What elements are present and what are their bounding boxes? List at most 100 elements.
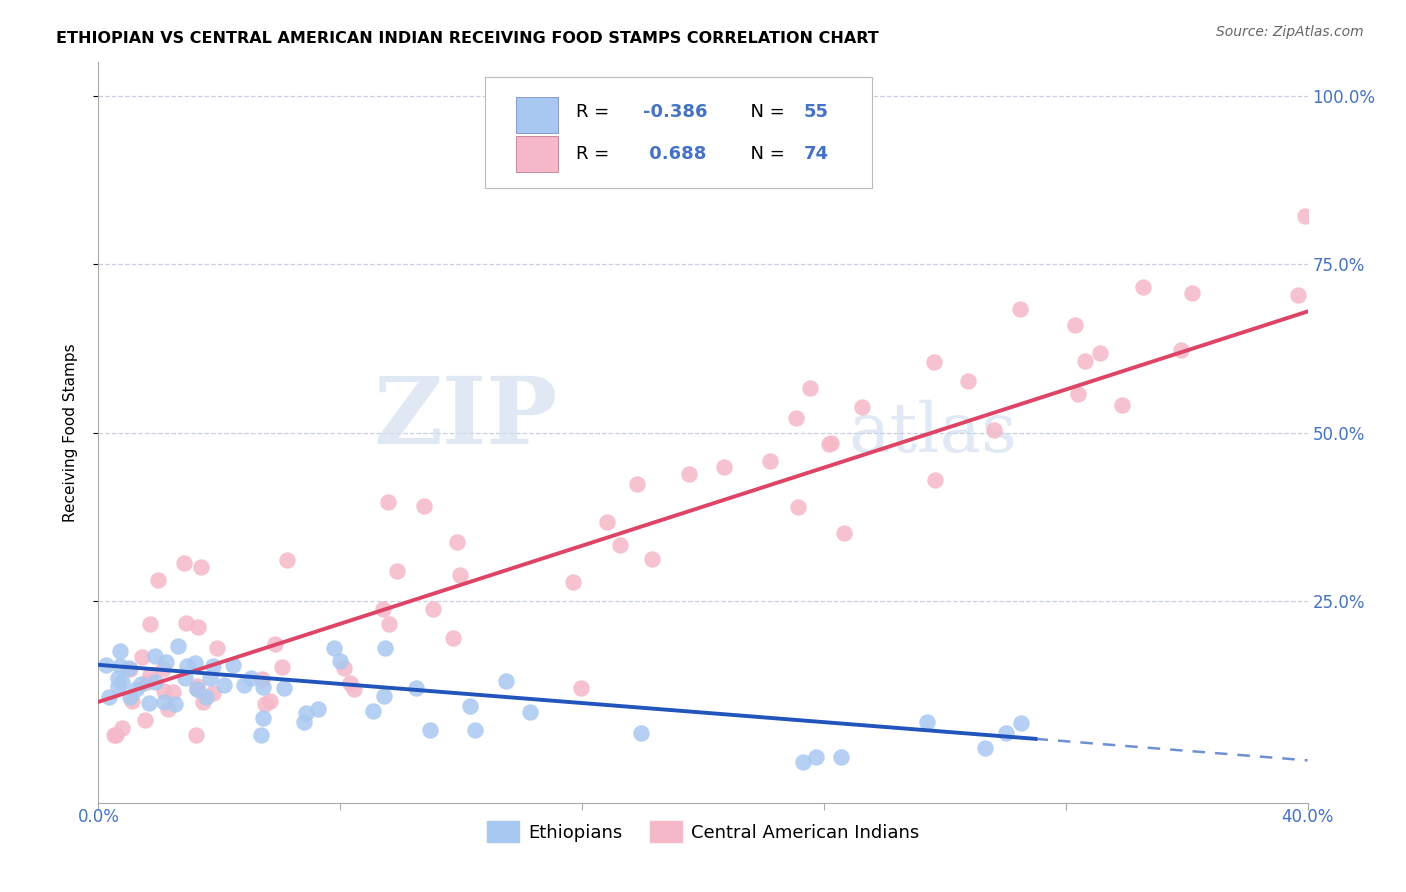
Point xyxy=(343,682,366,697)
Point xyxy=(138,696,160,710)
Point xyxy=(922,355,945,369)
Point xyxy=(129,677,152,691)
Point xyxy=(186,682,208,697)
Point xyxy=(641,552,664,566)
Point xyxy=(259,694,281,708)
Point xyxy=(446,534,468,549)
Text: N =: N = xyxy=(740,145,790,163)
Point xyxy=(252,681,274,695)
Text: R =: R = xyxy=(576,103,614,121)
Point xyxy=(1294,209,1316,223)
Text: 0.0%: 0.0% xyxy=(77,808,120,826)
Point xyxy=(983,423,1005,437)
Point xyxy=(713,459,735,474)
Point xyxy=(832,525,855,540)
Bar xyxy=(516,97,558,133)
Point xyxy=(915,715,938,730)
Point xyxy=(818,437,841,451)
Point xyxy=(190,559,212,574)
Point xyxy=(134,713,156,727)
Point xyxy=(276,553,298,567)
Point xyxy=(377,494,399,508)
Point xyxy=(292,714,315,729)
Point xyxy=(249,728,271,742)
Point xyxy=(609,538,631,552)
Point xyxy=(361,704,384,718)
Point xyxy=(1180,285,1202,300)
Point xyxy=(830,750,852,764)
Point xyxy=(333,661,356,675)
Point xyxy=(108,644,131,658)
Point xyxy=(422,602,444,616)
Point xyxy=(626,476,648,491)
Point xyxy=(1286,288,1309,302)
Point xyxy=(222,657,245,672)
Point xyxy=(155,655,177,669)
Point xyxy=(273,681,295,695)
Point xyxy=(107,679,129,693)
Point xyxy=(176,659,198,673)
Point xyxy=(131,650,153,665)
Point xyxy=(799,381,821,395)
Point xyxy=(630,726,652,740)
Point xyxy=(183,656,205,670)
Point xyxy=(820,436,842,450)
Point xyxy=(139,617,162,632)
Point xyxy=(111,675,134,690)
Point xyxy=(995,725,1018,739)
Point xyxy=(263,637,285,651)
Text: -0.386: -0.386 xyxy=(643,103,707,121)
Point xyxy=(143,675,166,690)
Point xyxy=(1010,715,1032,730)
Point xyxy=(322,641,344,656)
Point xyxy=(374,641,396,656)
Point xyxy=(561,574,583,589)
Point xyxy=(125,681,148,696)
Point xyxy=(153,695,176,709)
Point xyxy=(202,659,225,673)
Text: 0.688: 0.688 xyxy=(643,145,706,163)
Point xyxy=(148,573,170,587)
FancyBboxPatch shape xyxy=(485,78,872,188)
Point xyxy=(413,500,436,514)
Text: 40.0%: 40.0% xyxy=(1281,808,1334,826)
Point xyxy=(186,681,208,696)
Point xyxy=(118,662,141,676)
Point xyxy=(1010,301,1032,316)
Point xyxy=(186,679,208,693)
Point xyxy=(464,723,486,737)
Point xyxy=(207,640,229,655)
Point xyxy=(851,400,873,414)
Text: 55: 55 xyxy=(803,103,828,121)
Point xyxy=(139,668,162,682)
Point xyxy=(143,648,166,663)
Point xyxy=(419,723,441,738)
Point xyxy=(1170,343,1192,358)
Point xyxy=(194,690,217,704)
Text: 74: 74 xyxy=(803,145,828,163)
Point xyxy=(806,750,828,764)
Point xyxy=(569,681,592,695)
Text: N =: N = xyxy=(740,103,790,121)
Point xyxy=(377,617,399,632)
Point xyxy=(271,659,294,673)
Point xyxy=(191,695,214,709)
Point xyxy=(108,658,131,673)
Point xyxy=(785,411,807,425)
Point xyxy=(107,671,129,685)
Point xyxy=(240,671,263,685)
Point xyxy=(174,671,197,685)
Point xyxy=(111,721,134,735)
Point xyxy=(152,662,174,676)
Text: atlas: atlas xyxy=(848,400,1017,466)
Point xyxy=(1063,318,1085,332)
Point xyxy=(98,690,121,704)
Text: ZIP: ZIP xyxy=(374,373,558,463)
Point xyxy=(596,516,619,530)
Point xyxy=(405,681,427,695)
Point xyxy=(253,697,276,711)
Point xyxy=(214,678,236,692)
Point xyxy=(1088,346,1111,360)
Point xyxy=(449,567,471,582)
Point xyxy=(156,702,179,716)
